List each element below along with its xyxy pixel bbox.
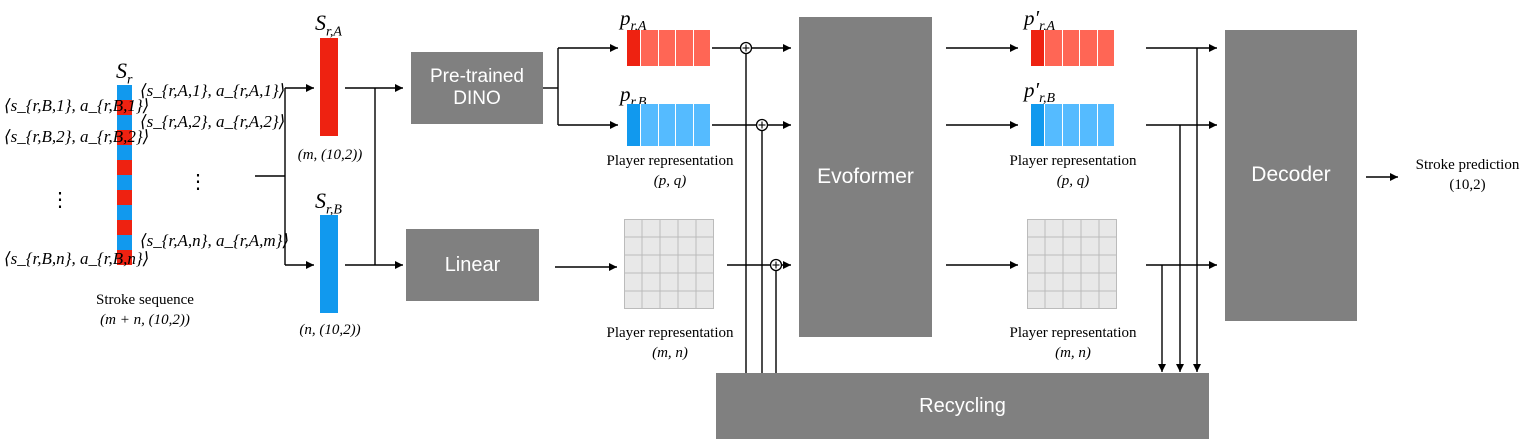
token-cell bbox=[676, 104, 694, 146]
mn-caption-in-shape: (m, n) bbox=[652, 345, 688, 361]
token-cell bbox=[1062, 104, 1080, 146]
recycling-block: Recycling bbox=[716, 373, 1209, 439]
token-cell bbox=[1031, 30, 1045, 66]
token-cell bbox=[1045, 30, 1063, 66]
token-cell bbox=[676, 30, 694, 66]
token-cell bbox=[1031, 104, 1045, 146]
token-cell bbox=[627, 104, 641, 146]
left-ellipsis: ⋮ bbox=[50, 189, 70, 211]
token-cell bbox=[1062, 30, 1080, 66]
prb-out-label: p′r,B bbox=[1024, 78, 1056, 107]
dino-line-2: DINO bbox=[453, 88, 501, 109]
token-cell bbox=[1097, 30, 1115, 66]
pq-caption-in-shape: (p, q) bbox=[653, 173, 687, 189]
token-cell bbox=[658, 104, 676, 146]
pq-caption-in: Player representation (p, q) bbox=[575, 151, 765, 191]
right-ellipsis: ⋮ bbox=[188, 171, 208, 193]
grid-background bbox=[624, 219, 714, 309]
stroke-prediction-shape: (10,2) bbox=[1449, 177, 1486, 193]
sequence-caption-shape: (m + n, (10,2)) bbox=[100, 312, 190, 328]
sequence-segment-player-a bbox=[117, 190, 132, 205]
sra-shape: (m, (10,2)) bbox=[297, 147, 363, 163]
sequence-segment-player-a bbox=[117, 130, 132, 145]
prb-out-tokens bbox=[1031, 104, 1115, 146]
pra-tokens bbox=[627, 30, 711, 66]
sequence-segment-player-b bbox=[117, 115, 132, 130]
decoder-block: Decoder bbox=[1225, 30, 1357, 321]
prb-tokens bbox=[627, 104, 711, 146]
token-cell bbox=[641, 30, 659, 66]
mn-caption-in: Player representation (m, n) bbox=[575, 323, 765, 363]
decoder-label: Decoder bbox=[1251, 163, 1331, 187]
mn-caption-in-title: Player representation bbox=[606, 325, 734, 341]
sequence-caption: Stroke sequence (m + n, (10,2)) bbox=[70, 290, 220, 330]
sequence-segment-player-a bbox=[117, 250, 132, 265]
stroke-prediction-title: Stroke prediction bbox=[1415, 157, 1520, 173]
sequence-caption-title: Stroke sequence bbox=[96, 292, 194, 308]
right-entry-1: ⟨s_{r,A,1}, a_{r,A,1}⟩ bbox=[140, 81, 286, 100]
pretrained-dino-block: Pre-trained DINO bbox=[411, 52, 543, 124]
stroke-prediction: Stroke prediction (10,2) bbox=[1400, 155, 1535, 195]
srb-label: Sr,B bbox=[315, 188, 342, 218]
right-entry-n: ⟨s_{r,A,n}, a_{r,A,m}⟩ bbox=[140, 231, 290, 250]
sequence-segment-player-b bbox=[117, 205, 132, 220]
sequence-segment-player-b bbox=[117, 175, 132, 190]
sequence-label: Sr bbox=[116, 58, 133, 88]
sra-label: Sr,A bbox=[315, 10, 342, 40]
sequence-segment-player-b bbox=[117, 145, 132, 160]
token-cell bbox=[693, 104, 711, 146]
left-entry-1: ⟨s_{r,B,1}, a_{r,B,1}⟩ bbox=[4, 96, 150, 115]
left-entry-n: ⟨s_{r,B,n}, a_{r,B,n}⟩ bbox=[4, 249, 150, 268]
mn-caption-out: Player representation (m, n) bbox=[978, 323, 1168, 363]
pair-grid-in bbox=[624, 219, 714, 309]
token-cell bbox=[658, 30, 676, 66]
srb-bar bbox=[320, 215, 338, 313]
sequence-segment-player-a bbox=[117, 160, 132, 175]
evoformer-label: Evoformer bbox=[817, 164, 914, 188]
pair-grid-svg bbox=[624, 219, 714, 309]
pq-caption-out: Player representation (p, q) bbox=[978, 151, 1168, 191]
right-entry-2: ⟨s_{r,A,2}, a_{r,A,2}⟩ bbox=[140, 112, 286, 131]
token-cell bbox=[1045, 104, 1063, 146]
evoformer-block: Evoformer bbox=[799, 17, 932, 337]
token-cell bbox=[1097, 104, 1115, 146]
recycling-label: Recycling bbox=[919, 394, 1006, 417]
pra-out-tokens bbox=[1031, 30, 1115, 66]
linear-label: Linear bbox=[444, 253, 501, 276]
mn-caption-out-shape: (m, n) bbox=[1055, 345, 1091, 361]
sequence-segment-player-a bbox=[117, 100, 132, 115]
dino-line-1: Pre-trained bbox=[430, 66, 524, 88]
left-entry-2: ⟨s_{r,B,2}, a_{r,B,2}⟩ bbox=[4, 127, 150, 146]
token-cell bbox=[1080, 104, 1098, 146]
sequence-segment-player-b bbox=[117, 85, 132, 100]
sequence-segment-player-a bbox=[117, 220, 132, 235]
grid-background bbox=[1027, 219, 1117, 309]
pq-caption-out-title: Player representation bbox=[1009, 153, 1137, 169]
pq-caption-out-shape: (p, q) bbox=[1056, 173, 1090, 189]
token-cell bbox=[693, 30, 711, 66]
pq-caption-in-title: Player representation bbox=[606, 153, 734, 169]
token-cell bbox=[641, 104, 659, 146]
mn-caption-out-title: Player representation bbox=[1009, 325, 1137, 341]
sequence-segment-player-b bbox=[117, 235, 132, 250]
srb-shape: (n, (10,2)) bbox=[299, 322, 361, 338]
pair-grid-svg bbox=[1027, 219, 1117, 309]
sra-bar bbox=[320, 38, 338, 136]
stroke-sequence-bar bbox=[117, 85, 132, 265]
token-cell bbox=[627, 30, 641, 66]
linear-block: Linear bbox=[406, 229, 539, 301]
pair-grid-out bbox=[1027, 219, 1117, 309]
token-cell bbox=[1080, 30, 1098, 66]
